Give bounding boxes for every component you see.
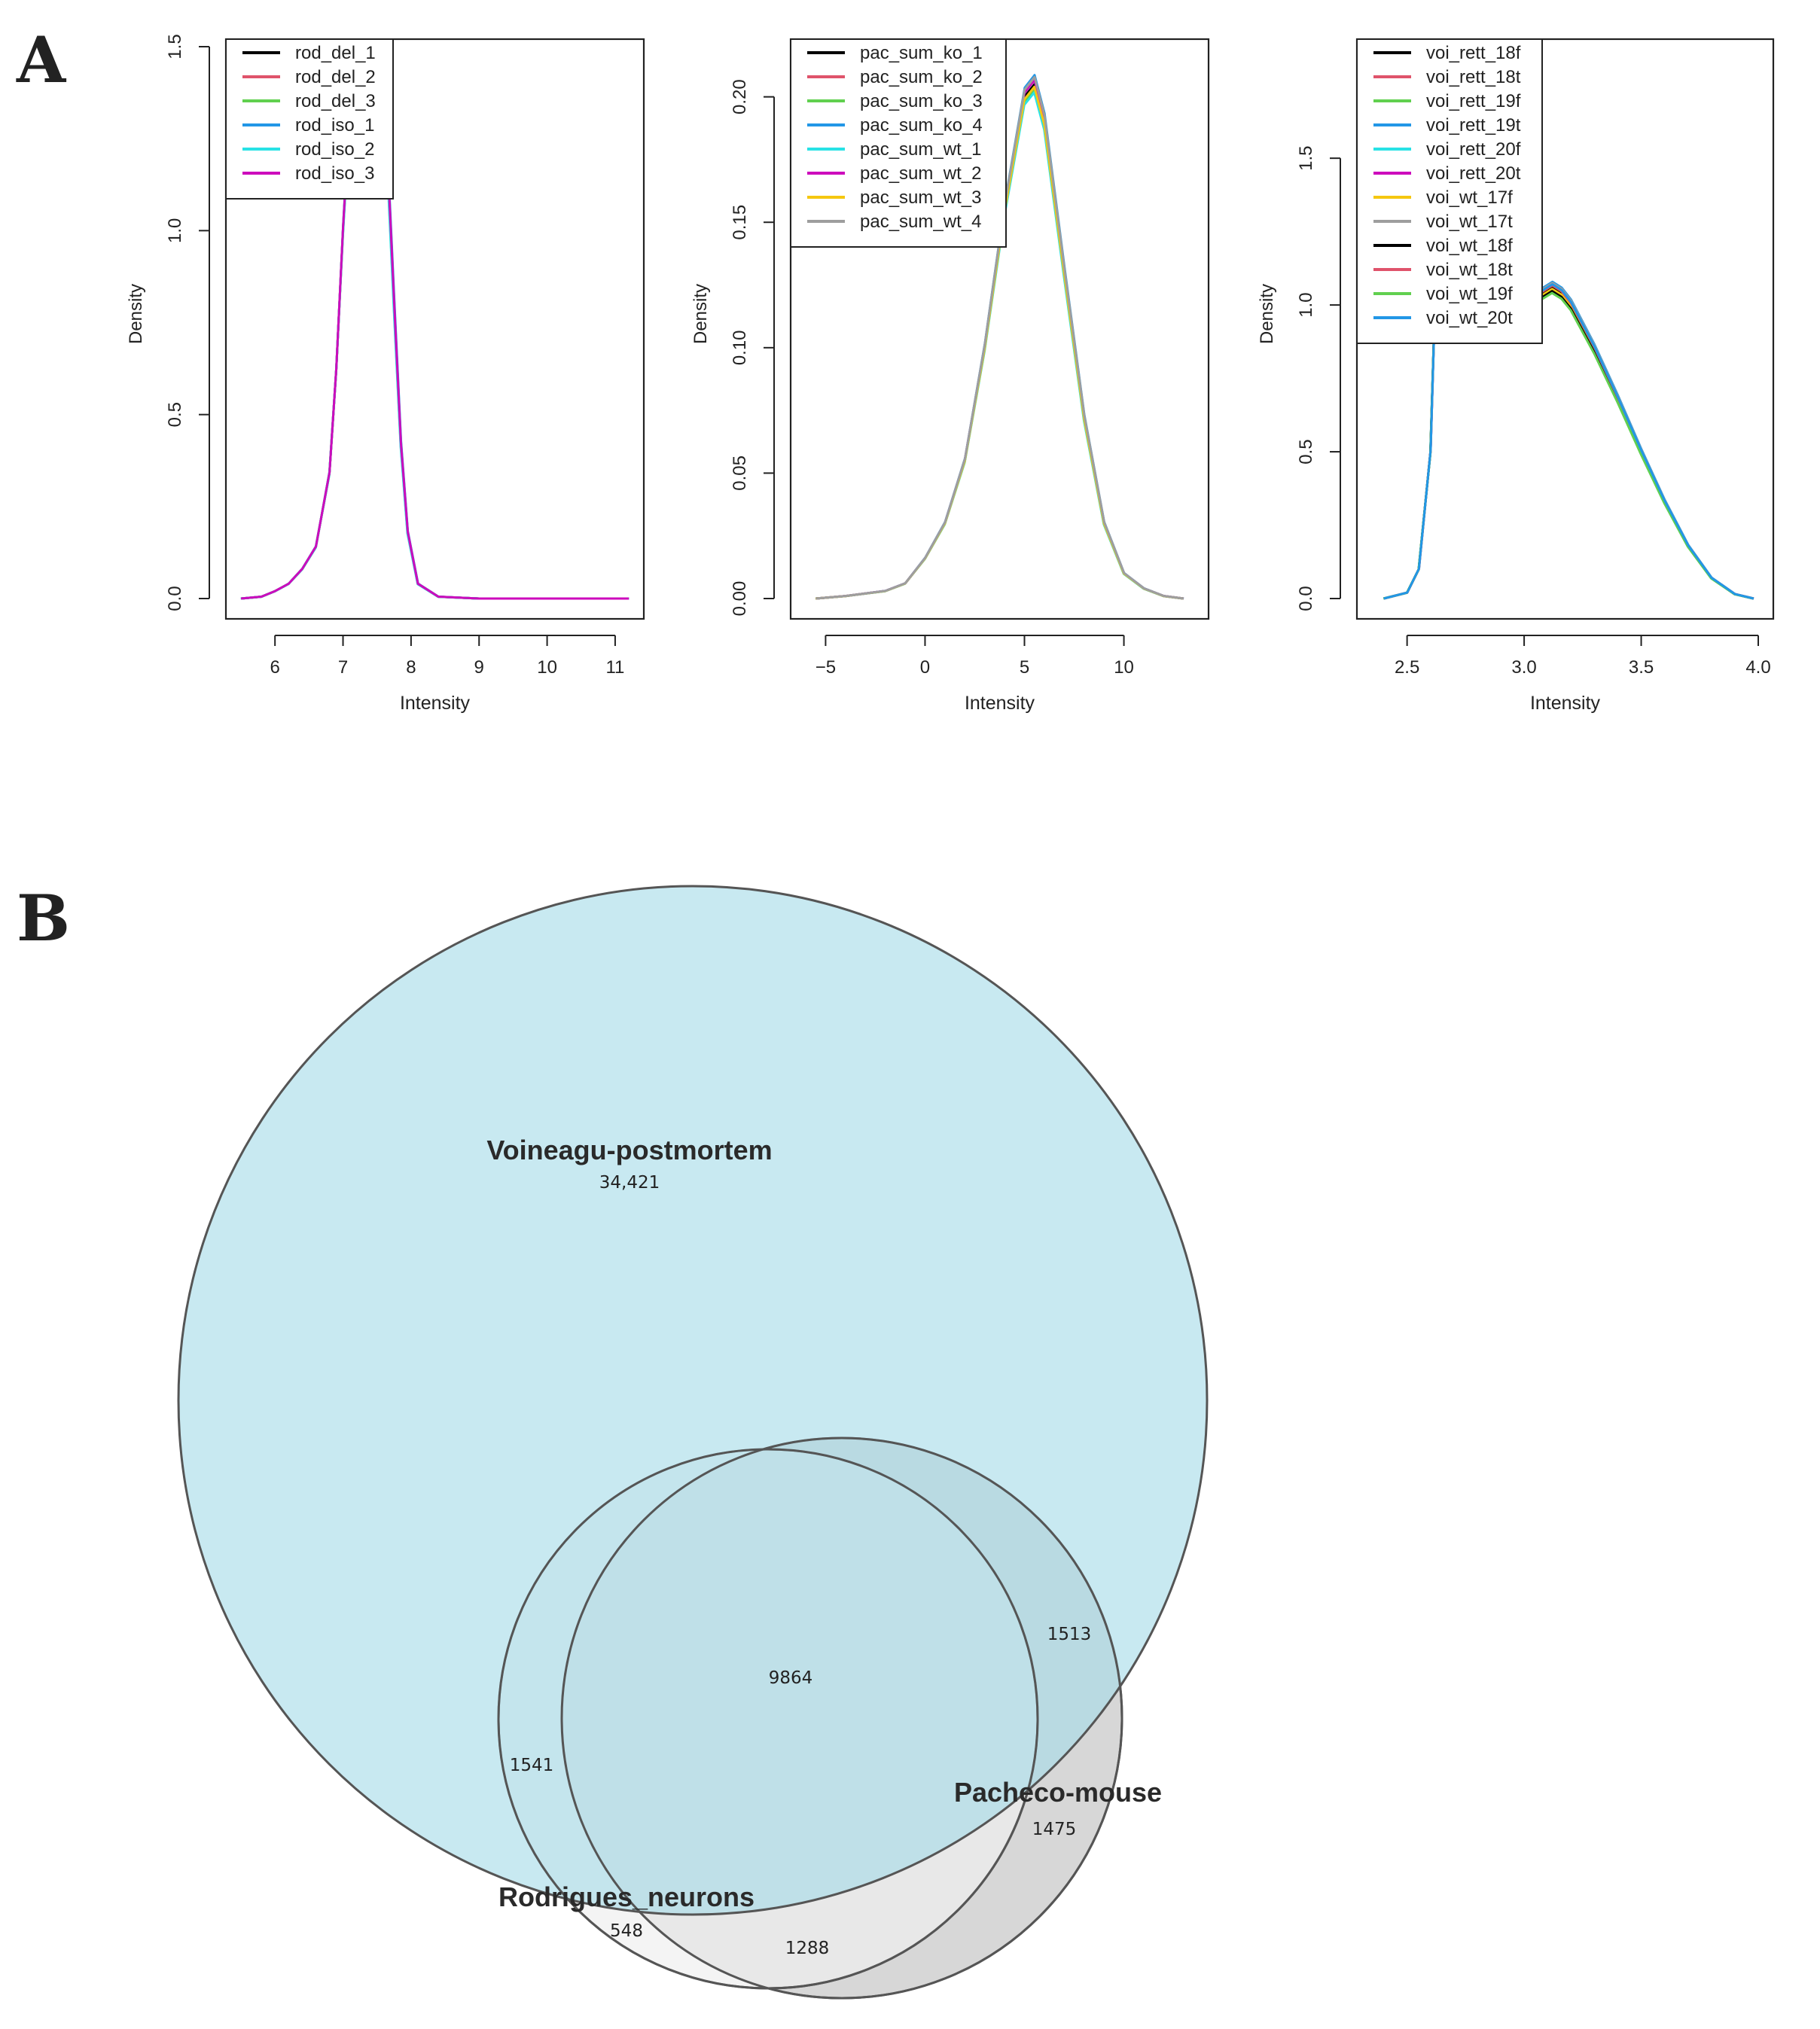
venn-set-label-voineagu: Voineagu-postmortem xyxy=(486,1135,772,1165)
venn-region-count: 34,421 xyxy=(599,1173,660,1193)
venn-region-count: 1541 xyxy=(510,1756,554,1775)
y-tick-label: 0.0 xyxy=(1296,586,1316,611)
legend-entry: voi_rett_19f xyxy=(1426,91,1521,111)
x-tick-label: 4.0 xyxy=(1745,657,1770,678)
density-plot-3: 2.5 3.0 3.5 4.0 Intensity 0.0 0.5 1.0 1.5 Density… xyxy=(1257,38,1775,714)
series-line-pac_sum_wt_4 xyxy=(815,75,1184,600)
venn-region-count: 1513 xyxy=(1047,1625,1092,1644)
panel-b-label: B xyxy=(17,881,70,955)
legend-entry: pac_sum_wt_3 xyxy=(860,187,981,208)
legend-entry: rod_iso_2 xyxy=(295,139,374,160)
x-tick-label: 3.0 xyxy=(1511,657,1536,678)
legend: voi_rett_18f voi_rett_18t voi_rett_19f voi_… xyxy=(1356,38,1543,344)
density-plot-2: −5 0 5 10 Intensity 0.00 0.05 0.10 0.15 0.20 Densi… xyxy=(691,38,1210,714)
panel-a-label: A xyxy=(17,23,66,97)
y-tick-label: 1.5 xyxy=(165,34,185,59)
x-tick-label: 2.5 xyxy=(1395,657,1419,678)
y-tick-label: 0.5 xyxy=(1296,439,1316,464)
legend-entry: pac_sum_wt_4 xyxy=(860,212,981,232)
legend-entry: voi_rett_18t xyxy=(1426,67,1521,87)
legend-entry: voi_wt_18f xyxy=(1426,236,1513,256)
y-tick-label: 1.0 xyxy=(1296,292,1316,317)
y-tick-label: 1.0 xyxy=(165,218,185,243)
legend-entry: voi_rett_20t xyxy=(1426,163,1521,184)
venn-region-count: 9864 xyxy=(769,1668,813,1688)
x-tick-label: 10 xyxy=(537,657,557,678)
legend-entry: rod_del_1 xyxy=(295,43,376,63)
legend-entry: pac_sum_ko_4 xyxy=(860,115,983,136)
y-tick-label: 0.00 xyxy=(730,581,750,617)
venn-outline-pacheco xyxy=(560,1436,1123,2000)
legend-entry: rod_iso_3 xyxy=(295,163,374,184)
legend: pac_sum_ko_1 pac_sum_ko_2 pac_sum_ko_3 pac_… xyxy=(790,38,1007,248)
legend-entry: voi_wt_20t xyxy=(1426,308,1513,328)
venn-region-count: 1475 xyxy=(1032,1820,1077,1839)
venn-region-count: 1288 xyxy=(785,1939,830,1958)
legend-entry: voi_rett_19t xyxy=(1426,115,1521,136)
y-tick-label: 0.10 xyxy=(730,330,750,365)
x-axis-label: Intensity xyxy=(965,693,1035,714)
y-tick-label: 1.5 xyxy=(1296,145,1316,170)
legend-entry: pac_sum_wt_2 xyxy=(860,163,981,184)
legend-entry: rod_del_3 xyxy=(295,91,376,111)
legend-entry: rod_del_2 xyxy=(295,67,376,87)
venn-set-label-rodrigues: Rodrigues_neurons xyxy=(498,1881,755,1912)
x-tick-label: 6 xyxy=(270,657,279,678)
plot-frame xyxy=(224,38,645,620)
legend: rod_del_1 rod_del_2 rod_del_3 rod_iso_1 rod_… xyxy=(225,38,394,200)
x-tick-label: 9 xyxy=(474,657,484,678)
y-tick-label: 0.5 xyxy=(165,402,185,427)
venn-circle-voineagu xyxy=(177,885,1209,1916)
x-tick-label: 8 xyxy=(406,657,416,678)
legend-entry: pac_sum_ko_3 xyxy=(860,91,983,111)
x-tick-label: 0 xyxy=(920,657,930,678)
y-tick-label: 0.20 xyxy=(730,79,750,114)
legend-box xyxy=(1356,38,1543,344)
x-tick-label: 3.5 xyxy=(1629,657,1654,678)
y-tick-label: 0.15 xyxy=(730,205,750,240)
legend-entry: rod_iso_1 xyxy=(295,115,374,136)
legend-entry: voi_rett_18f xyxy=(1426,43,1521,63)
legend-entry: voi_wt_18t xyxy=(1426,260,1513,280)
x-axis-label: Intensity xyxy=(400,693,471,714)
x-tick-label: 7 xyxy=(338,657,348,678)
legend-entry: voi_wt_19f xyxy=(1426,284,1513,304)
y-tick-label: 0.0 xyxy=(165,586,185,611)
venn-diagram: Voineagu-postmortem Rodrigues_neurons Pach… xyxy=(177,885,1209,2000)
x-tick-label: 10 xyxy=(1114,657,1134,678)
x-tick-label: 5 xyxy=(1020,657,1029,678)
legend-entry: voi_rett_20f xyxy=(1426,139,1521,160)
x-tick-label: −5 xyxy=(815,657,836,678)
venn-set-label-pacheco: Pacheco-mouse xyxy=(954,1777,1162,1808)
legend-box xyxy=(790,38,1007,248)
venn-region-count: 548 xyxy=(610,1921,643,1941)
legend-entry: voi_wt_17f xyxy=(1426,187,1513,208)
density-plot-1: 6 7 8 9 10 11 Intensity 0.0 0.5 1.0 1.5 Density rod_… xyxy=(126,34,645,714)
y-tick-label: 0.05 xyxy=(730,455,750,491)
x-axis-label: Intensity xyxy=(1530,693,1601,714)
legend-entry: pac_sum_ko_1 xyxy=(860,43,983,63)
y-axis-label: Density xyxy=(691,284,711,344)
legend-entry: pac_sum_ko_2 xyxy=(860,67,983,87)
y-axis-label: Density xyxy=(126,284,146,344)
y-axis-label: Density xyxy=(1257,284,1277,344)
legend-entry: voi_wt_17t xyxy=(1426,212,1513,232)
legend-entry: pac_sum_wt_1 xyxy=(860,139,981,160)
x-tick-label: 11 xyxy=(605,657,624,678)
